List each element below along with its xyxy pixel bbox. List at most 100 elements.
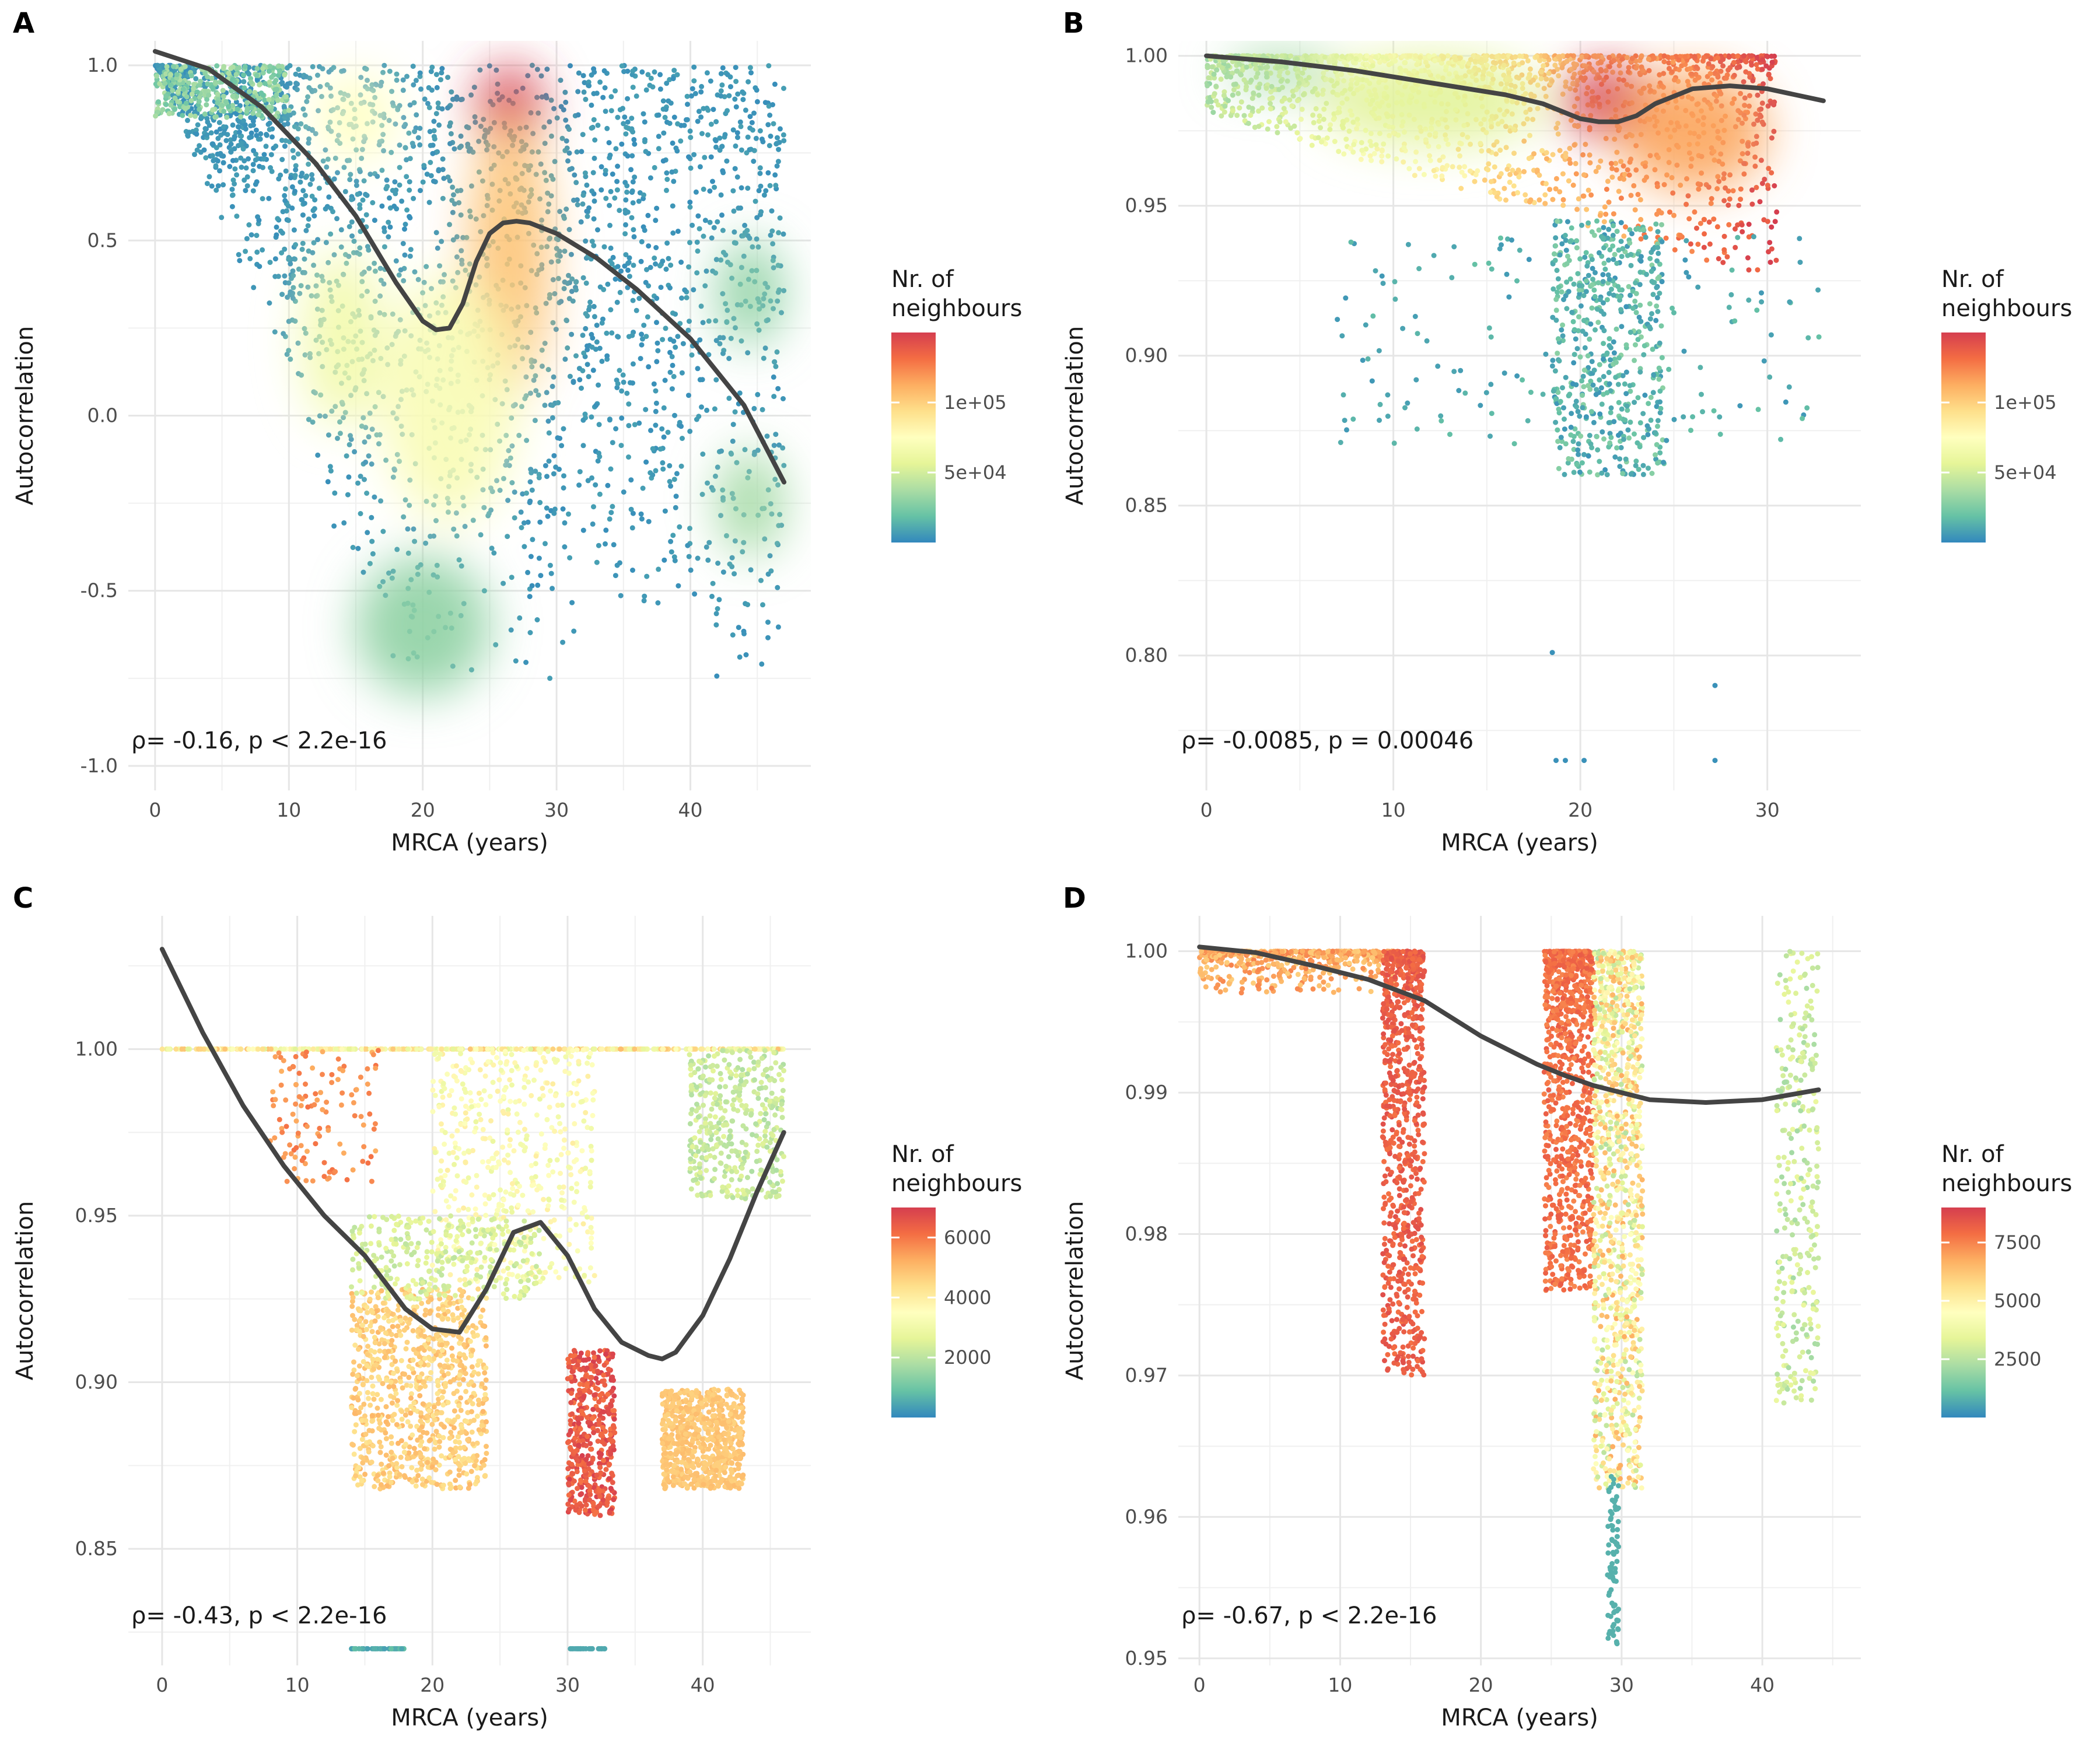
data-point [309, 176, 315, 182]
data-point [1772, 219, 1778, 225]
data-point [719, 212, 724, 218]
data-point [214, 187, 219, 193]
data-point [563, 99, 569, 105]
data-point [1572, 426, 1578, 432]
data-point [1564, 53, 1570, 59]
data-point [430, 142, 436, 148]
data-point [757, 128, 763, 134]
data-point [607, 417, 612, 423]
data-point [228, 141, 234, 147]
data-point [256, 218, 262, 223]
data-point [162, 80, 167, 86]
data-point [1511, 183, 1517, 189]
data-point [1556, 466, 1562, 471]
data-point [420, 179, 426, 185]
data-point [632, 422, 638, 428]
data-point [696, 108, 702, 114]
data-point [617, 289, 623, 295]
data-point [745, 602, 751, 607]
data-point [582, 170, 588, 176]
data-point [542, 402, 548, 408]
data-point [1222, 103, 1228, 109]
data-point [769, 228, 775, 234]
data-point [332, 155, 338, 161]
data-point [1760, 57, 1766, 63]
data-point [1617, 456, 1623, 462]
x-tick-label: 40 [678, 799, 703, 821]
x-tick-label: 20 [411, 799, 435, 821]
data-point [1563, 79, 1569, 85]
data-point [1555, 131, 1561, 137]
data-point [689, 352, 695, 358]
data-point [239, 164, 244, 170]
density-blob [476, 65, 544, 150]
data-point [249, 105, 254, 111]
data-point [625, 267, 631, 273]
data-point [533, 388, 539, 394]
data-point [232, 146, 237, 152]
data-point [497, 488, 503, 493]
data-point [1749, 62, 1755, 68]
data-point [594, 339, 600, 345]
data-point [562, 520, 568, 526]
data-point [1637, 369, 1643, 375]
data-point [400, 88, 406, 93]
data-point [641, 192, 646, 198]
data-point [552, 291, 558, 296]
data-point [765, 620, 771, 625]
data-point [386, 219, 391, 225]
data-point [757, 170, 763, 176]
data-point [688, 135, 694, 141]
data-point [215, 100, 220, 106]
data-point [411, 100, 417, 106]
data-point [1621, 176, 1627, 182]
data-point [1379, 147, 1385, 153]
data-point [695, 555, 701, 561]
data-point [710, 107, 716, 113]
data-point [439, 70, 444, 76]
data-point [557, 209, 563, 214]
data-point [1256, 92, 1262, 98]
data-point [272, 256, 278, 262]
data-point [411, 82, 416, 88]
data-point [1421, 172, 1427, 177]
data-point [1619, 324, 1625, 330]
data-point [418, 86, 424, 92]
data-point [1595, 53, 1601, 59]
data-point [1731, 60, 1737, 65]
data-point [360, 569, 366, 575]
data-point [407, 502, 412, 508]
data-point [182, 64, 188, 69]
data-point [402, 121, 408, 127]
data-point [736, 625, 741, 631]
data-point [382, 225, 387, 231]
data-point [641, 323, 647, 328]
data-point [536, 555, 542, 561]
data-point [781, 86, 786, 91]
data-point [1521, 138, 1527, 144]
data-point [1236, 90, 1241, 96]
data-point [562, 249, 568, 254]
data-point [583, 238, 589, 244]
data-point [1750, 78, 1756, 83]
data-point [615, 334, 621, 340]
data-point [467, 146, 473, 152]
data-point [307, 75, 313, 81]
data-point [557, 253, 563, 259]
data-point [424, 264, 429, 270]
data-point [688, 165, 694, 171]
data-point [270, 134, 275, 140]
data-point [1730, 53, 1736, 59]
data-point [1554, 268, 1560, 273]
data-point [202, 126, 208, 131]
data-point [303, 192, 309, 198]
data-point [591, 304, 597, 309]
data-point [210, 107, 216, 113]
data-point [591, 243, 597, 249]
data-point [1766, 71, 1772, 77]
data-point [717, 341, 723, 346]
data-point [275, 63, 281, 69]
data-point [691, 152, 697, 158]
data-point [579, 386, 584, 391]
data-point [1550, 197, 1556, 202]
